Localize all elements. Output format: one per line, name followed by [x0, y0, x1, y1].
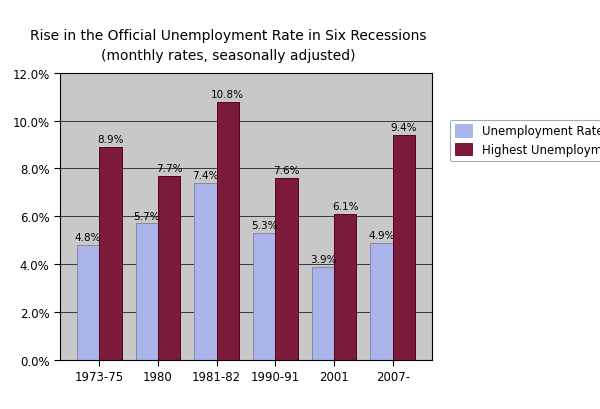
Text: Rise in the Official Unemployment Rate in Six Recessions: Rise in the Official Unemployment Rate i…	[30, 29, 426, 43]
Text: 10.8%: 10.8%	[211, 90, 244, 99]
Text: 7.6%: 7.6%	[273, 166, 300, 176]
Bar	[99, 148, 122, 360]
Bar	[312, 267, 334, 360]
Text: 6.1%: 6.1%	[332, 202, 358, 211]
Text: 4.9%: 4.9%	[368, 230, 395, 240]
Text: 4.8%: 4.8%	[75, 233, 101, 243]
Bar	[136, 224, 158, 360]
Text: (monthly rates, seasonally adjusted): (monthly rates, seasonally adjusted)	[101, 49, 355, 63]
Bar	[253, 234, 275, 360]
Text: 5.7%: 5.7%	[134, 211, 160, 221]
Bar	[393, 136, 415, 360]
Text: 9.4%: 9.4%	[391, 123, 417, 133]
Bar	[334, 214, 356, 360]
Bar	[194, 183, 217, 360]
Bar	[370, 243, 393, 360]
Text: 8.9%: 8.9%	[97, 135, 124, 145]
Bar	[77, 245, 99, 360]
Text: 3.9%: 3.9%	[310, 254, 336, 264]
Bar	[217, 102, 239, 360]
Legend: Unemployment Rate at Onset, Highest Unemployment Rate: Unemployment Rate at Onset, Highest Unem…	[450, 120, 600, 162]
Text: 5.3%: 5.3%	[251, 220, 277, 231]
Bar	[158, 176, 180, 360]
Text: 7.7%: 7.7%	[156, 163, 182, 173]
Text: 7.4%: 7.4%	[192, 171, 219, 180]
Bar	[275, 179, 298, 360]
